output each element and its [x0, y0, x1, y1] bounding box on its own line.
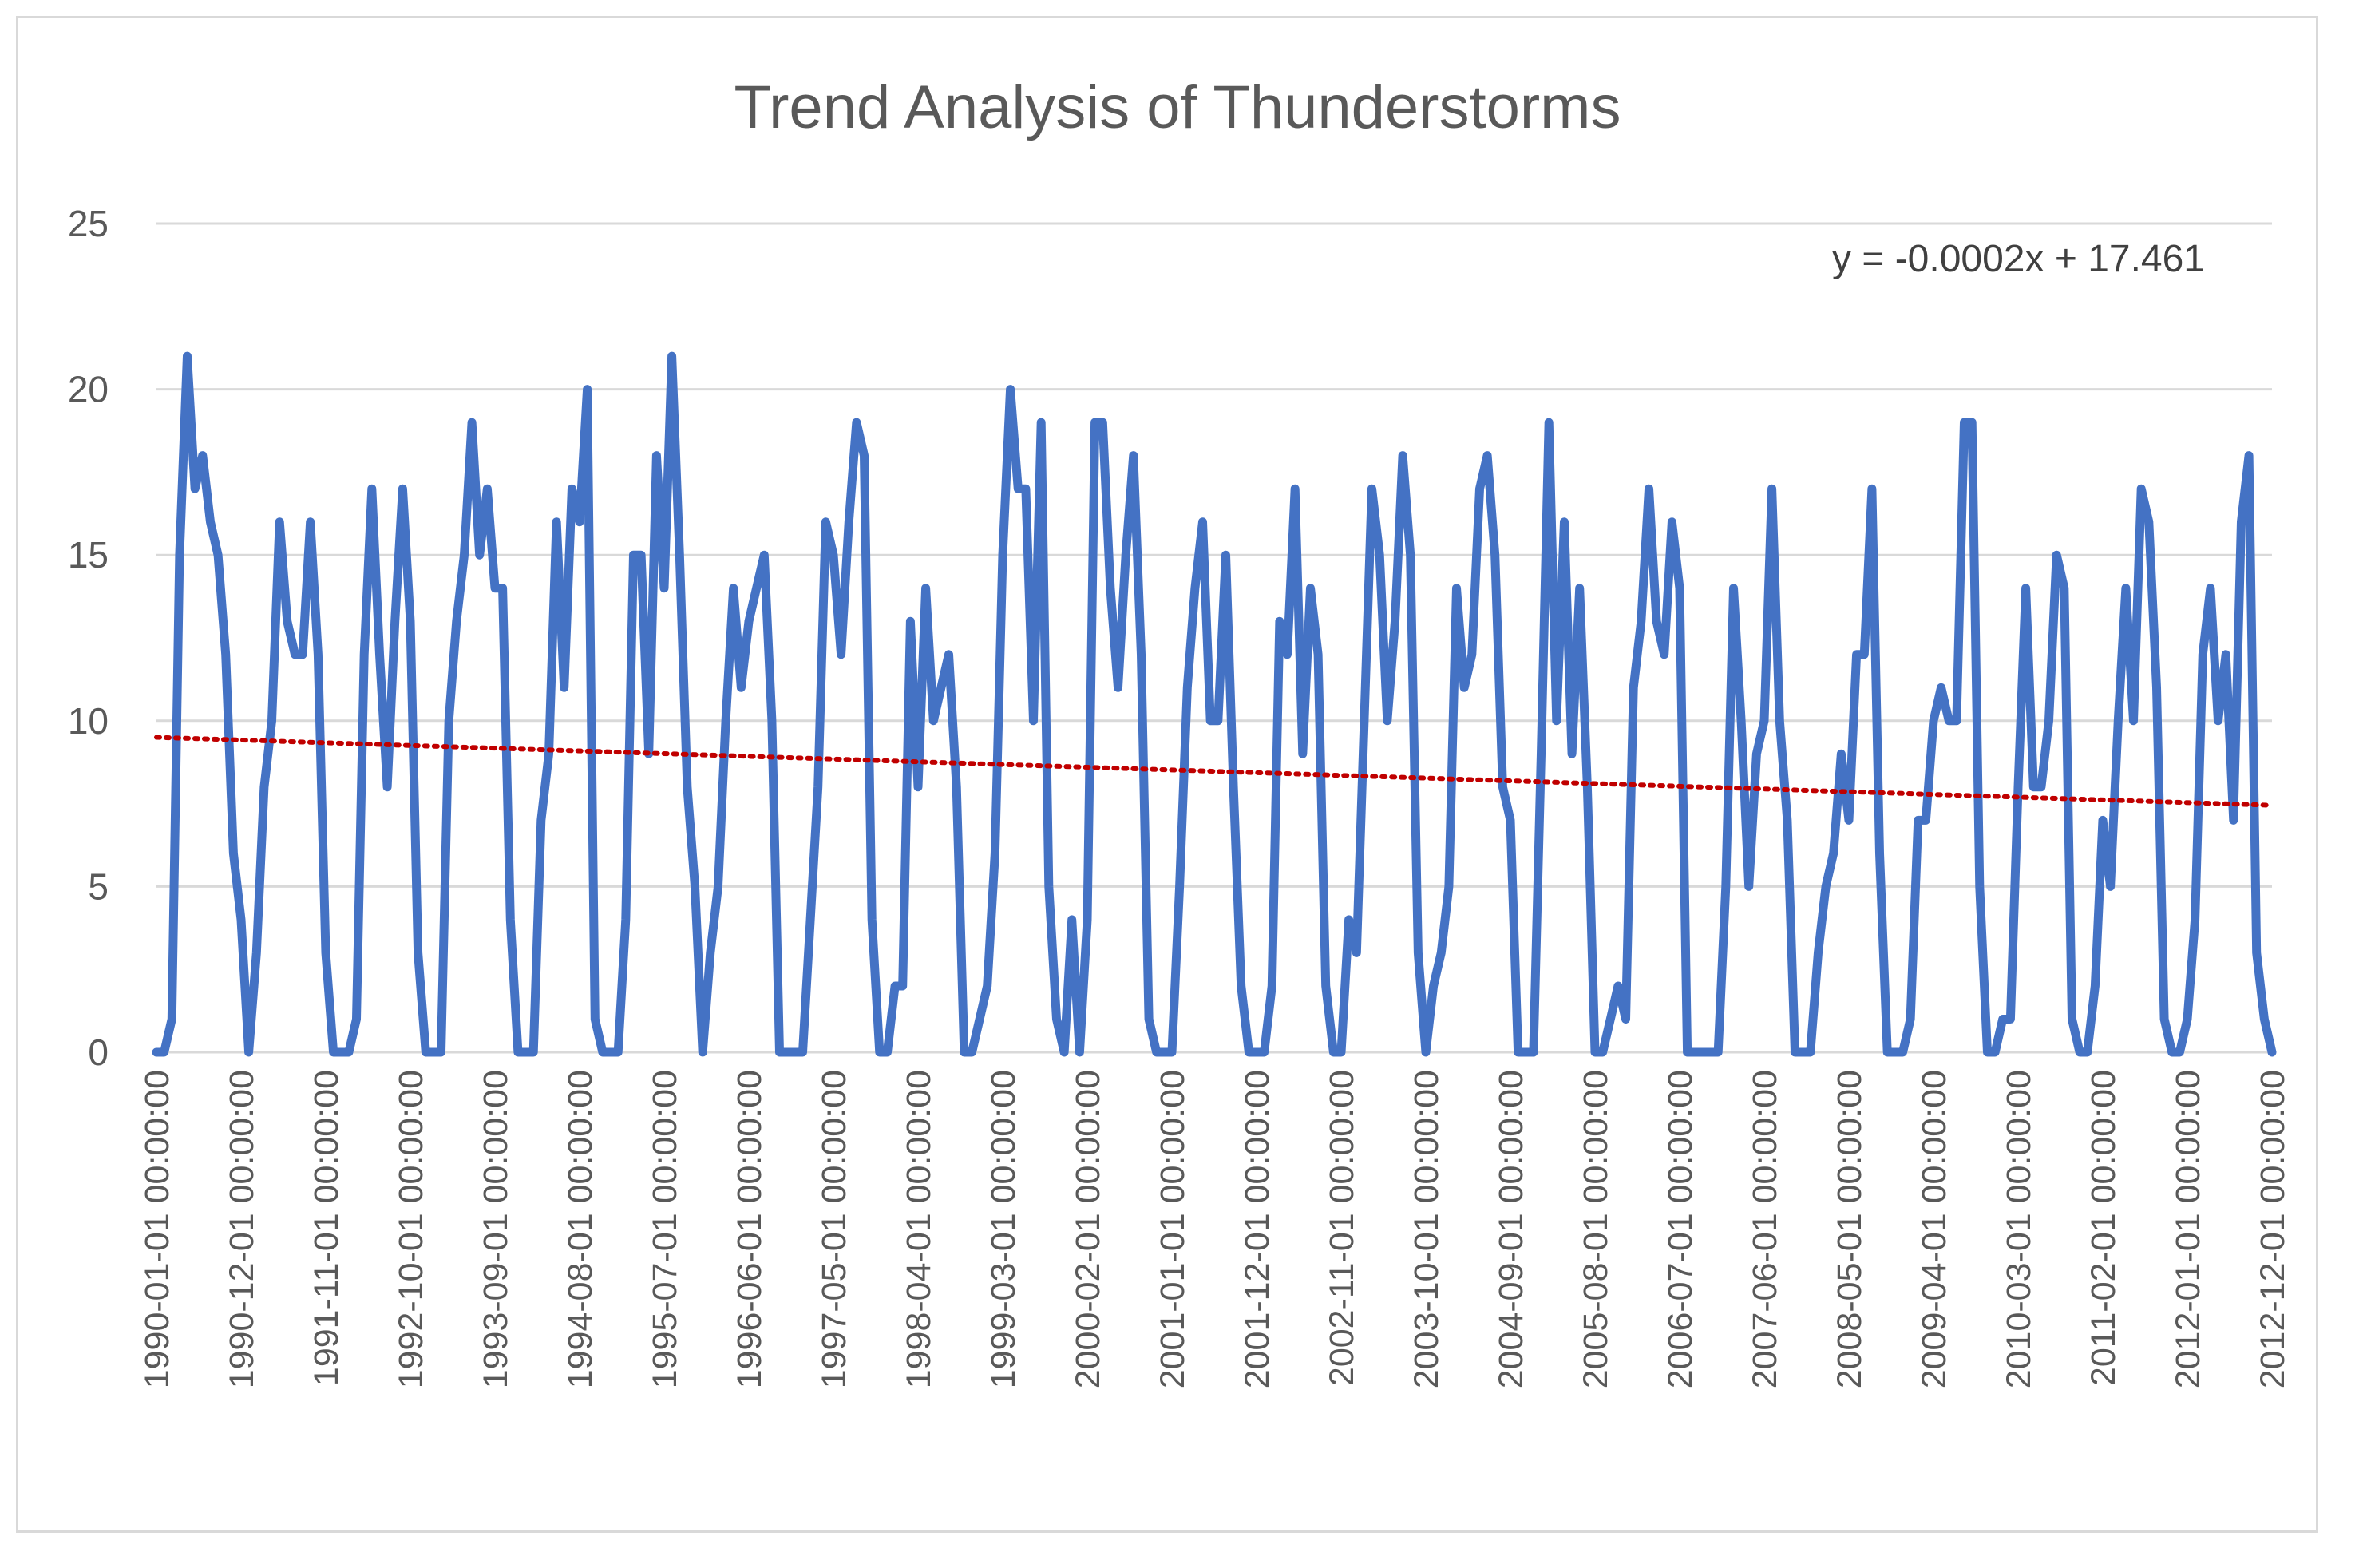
x-tick-label: 2009-04-01 00:00:00 [1915, 1070, 1953, 1388]
x-tick-label: 2003-10-01 00:00:00 [1407, 1070, 1446, 1388]
x-tick-label: 1993-09-01 00:00:00 [477, 1070, 515, 1388]
x-tick-label: 2001-01-01 00:00:00 [1154, 1070, 1192, 1388]
x-tick-label: 2002-11-01 00:00:00 [1323, 1070, 1361, 1386]
x-tick-label: 2000-02-01 00:00:00 [1069, 1070, 1107, 1388]
gridlines [156, 222, 2272, 888]
trendline-equation: y = -0.0002x + 17.461 [1832, 238, 2205, 280]
y-tick-label: 20 [68, 369, 109, 410]
series-layer [152, 351, 2277, 1057]
x-tick-label: 1992-10-01 00:00:00 [392, 1070, 430, 1388]
x-tick-label: 1996-06-01 00:00:00 [730, 1070, 769, 1388]
y-tick-label: 0 [88, 1031, 109, 1073]
x-tick-label: 1990-01-01 00:00:00 [138, 1070, 176, 1388]
trendline-layer [154, 735, 2274, 808]
y-tick-label: 15 [68, 534, 109, 576]
trendline [154, 735, 2274, 808]
series-line [152, 351, 2277, 1057]
x-tick-label: 2011-02-01 00:00:00 [2084, 1070, 2123, 1386]
x-tick-label: 2007-06-01 00:00:00 [1746, 1070, 1784, 1388]
x-tick-label: 1997-05-01 00:00:00 [815, 1070, 853, 1388]
y-tick-label: 25 [68, 203, 109, 244]
x-tick-label: 2012-01-01 00:00:00 [2169, 1070, 2207, 1388]
x-tick-label: 1998-04-01 00:00:00 [900, 1070, 938, 1388]
x-tick-label: 1991-11-01 00:00:00 [307, 1070, 346, 1386]
x-tick-label: 2010-03-01 00:00:00 [2000, 1070, 2038, 1388]
x-axis-tick-labels: 1990-01-01 00:00:00 1990-12-01 00:00:00 19… [138, 1070, 2292, 1388]
x-tick-label: 2001-12-01 00:00:00 [1238, 1070, 1276, 1388]
x-tick-label: 2004-09-01 00:00:00 [1492, 1070, 1530, 1388]
x-tick-label: 1990-12-01 00:00:00 [223, 1070, 261, 1388]
y-tick-label: 10 [68, 700, 109, 742]
x-tick-label: 2005-08-01 00:00:00 [1577, 1070, 1615, 1388]
x-tick-label: 1994-08-01 00:00:00 [561, 1070, 600, 1388]
x-tick-label: 2008-05-01 00:00:00 [1831, 1070, 1869, 1388]
x-tick-label: 1995-07-01 00:00:00 [646, 1070, 684, 1388]
y-tick-label: 5 [88, 865, 109, 907]
x-tick-label: 2012-12-01 00:00:00 [2254, 1070, 2292, 1388]
x-tick-label: 1999-03-01 00:00:00 [984, 1070, 1023, 1388]
chart-frame [16, 16, 2318, 1533]
x-tick-label: 2006-07-01 00:00:00 [1661, 1070, 1700, 1388]
chart-title: Trend Analysis of Thunderstorms [734, 73, 1621, 141]
y-axis-tick-labels: 0 5 10 15 20 25 [68, 203, 109, 1073]
